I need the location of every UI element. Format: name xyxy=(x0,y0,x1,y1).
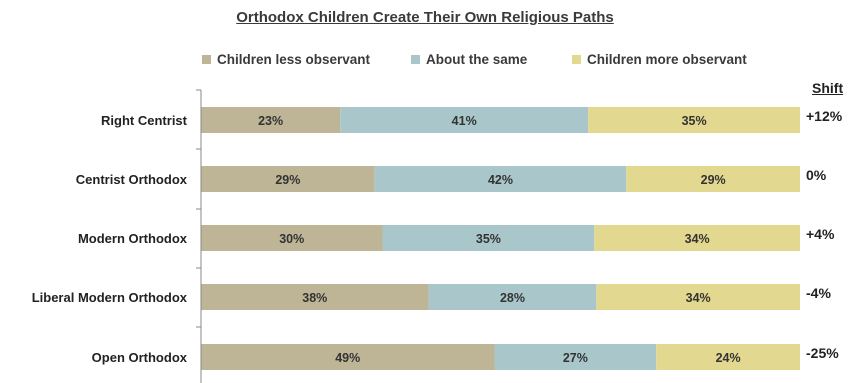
bar-label-centrist-orthodox-children-more-observant: 29% xyxy=(701,173,726,187)
shift-value-modern-orthodox: +4% xyxy=(806,226,835,242)
bar-label-liberal-modern-orthodox-children-less-observant: 38% xyxy=(302,291,327,305)
bar-label-modern-orthodox-about-the-same: 35% xyxy=(476,232,501,246)
category-label-liberal-modern-orthodox: Liberal Modern Orthodox xyxy=(32,290,188,305)
bar-open-orthodox-about-the-same xyxy=(494,344,657,370)
bar-modern-orthodox-children-more-observant xyxy=(594,225,800,251)
bar-label-open-orthodox-about-the-same: 27% xyxy=(563,351,588,365)
bar-label-open-orthodox-children-more-observant: 24% xyxy=(716,351,741,365)
bar-label-modern-orthodox-children-more-observant: 34% xyxy=(685,232,710,246)
category-label-modern-orthodox: Modern Orthodox xyxy=(78,231,188,246)
category-label-open-orthodox: Open Orthodox xyxy=(92,350,188,365)
bar-centrist-orthodox-about-the-same xyxy=(374,166,627,192)
bar-centrist-orthodox-children-less-observant xyxy=(201,166,375,192)
bar-open-orthodox-children-more-observant xyxy=(656,344,800,370)
bar-open-orthodox-children-less-observant xyxy=(201,344,495,370)
chart-title: Orthodox Children Create Their Own Relig… xyxy=(236,9,614,26)
legend-label-more-observant: Children more observant xyxy=(587,52,747,67)
bar-label-centrist-orthodox-about-the-same: 42% xyxy=(488,173,513,187)
bar-label-liberal-modern-orthodox-children-more-observant: 34% xyxy=(686,291,711,305)
legend-swatch-less-observant xyxy=(202,55,211,64)
legend-item-less-observant: Children less observant xyxy=(202,52,370,67)
shift-value-liberal-modern-orthodox: -4% xyxy=(806,285,831,301)
bar-label-centrist-orthodox-children-less-observant: 29% xyxy=(275,173,300,187)
bar-label-right-centrist-children-more-observant: 35% xyxy=(682,114,707,128)
bar-liberal-modern-orthodox-about-the-same xyxy=(428,284,597,310)
shift-value-centrist-orthodox: 0% xyxy=(806,167,827,183)
bar-label-right-centrist-children-less-observant: 23% xyxy=(258,114,283,128)
bar-liberal-modern-orthodox-children-less-observant xyxy=(201,284,429,310)
shift-value-right-centrist: +12% xyxy=(806,108,843,124)
bar-right-centrist-children-less-observant xyxy=(201,107,341,133)
legend-swatch-about-same xyxy=(411,55,420,64)
legend-label-about-same: About the same xyxy=(426,52,528,67)
bar-liberal-modern-orthodox-children-more-observant xyxy=(596,284,800,310)
bar-label-right-centrist-about-the-same: 41% xyxy=(452,114,477,128)
bar-label-modern-orthodox-children-less-observant: 30% xyxy=(279,232,304,246)
legend-item-about-same: About the same xyxy=(411,52,527,67)
bar-modern-orthodox-about-the-same xyxy=(382,225,595,251)
bar-right-centrist-about-the-same xyxy=(340,107,589,133)
bar-modern-orthodox-children-less-observant xyxy=(201,225,383,251)
shift-header: Shift xyxy=(812,80,844,96)
legend-label-less-observant: Children less observant xyxy=(217,52,371,67)
category-label-right-centrist: Right Centrist xyxy=(101,113,188,128)
bar-right-centrist-children-more-observant xyxy=(588,107,800,133)
legend-swatch-more-observant xyxy=(572,55,581,64)
shift-value-open-orthodox: -25% xyxy=(806,345,839,361)
bar-centrist-orthodox-children-more-observant xyxy=(626,166,800,192)
bar-label-liberal-modern-orthodox-about-the-same: 28% xyxy=(500,291,525,305)
category-label-centrist-orthodox: Centrist Orthodox xyxy=(76,172,188,187)
bar-label-open-orthodox-children-less-observant: 49% xyxy=(335,351,360,365)
legend: Children less observant About the same C… xyxy=(0,52,850,72)
legend-item-more-observant: Children more observant xyxy=(572,52,747,67)
